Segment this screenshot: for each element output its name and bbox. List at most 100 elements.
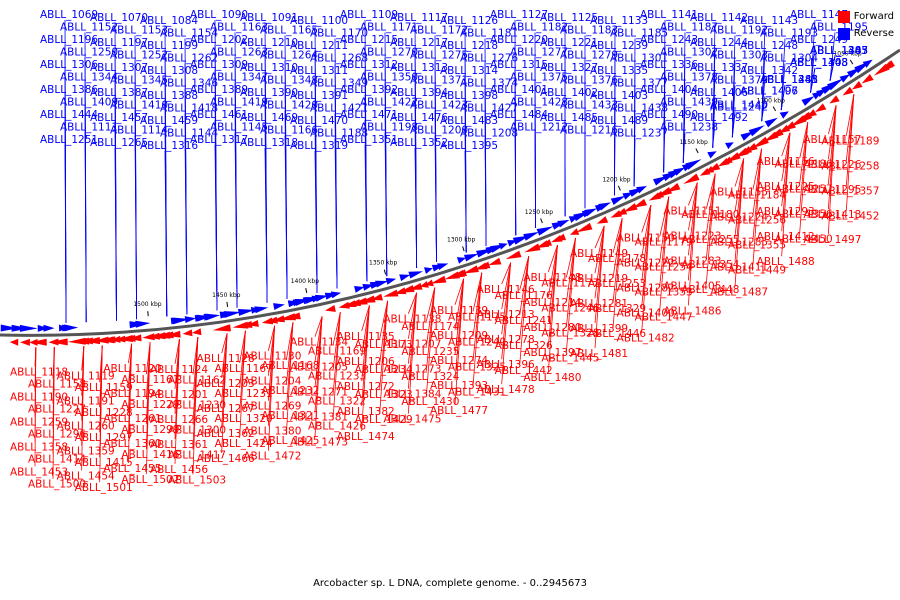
- forward-gene-arrow: [541, 239, 553, 246]
- label-leader-line: [284, 135, 288, 299]
- reverse-gene-label: ABLL_1457: [90, 112, 148, 124]
- kbp-tick-marks: 1050 kbp 1100 kbp 1150 kbp 1200 kbp 1250 kbp…: [133, 51, 862, 317]
- label-leader-line: [425, 287, 436, 347]
- reverse-gene-label: ABLL_1185: [610, 28, 668, 40]
- label-leader-line: [682, 132, 686, 163]
- forward-gene-arrow: [110, 335, 121, 343]
- forward-gene-label: ABLL_1446: [588, 328, 646, 340]
- forward-gene-arrow: [397, 285, 415, 293]
- reverse-gene-label: ABLL_1376: [560, 75, 618, 87]
- forward-gene-arrow: [383, 289, 399, 297]
- forward-gene-arrow: [30, 338, 47, 346]
- forward-gene-arrow: [704, 166, 715, 174]
- forward-gene-label: ABLL_1324: [401, 371, 459, 383]
- reverse-gene-label: ABLL_1490: [640, 109, 698, 121]
- forward-gene-label: ABLL_1322: [308, 395, 366, 407]
- kbp-tick-label: 1300 kbp: [447, 237, 475, 244]
- forward-gene-label: ABLL_1477: [430, 405, 488, 417]
- forward-gene-label: ABLL_1119: [57, 370, 115, 382]
- forward-gene-label: ABLL_1381: [290, 412, 348, 424]
- reverse-gene-label: ABLL_1238: [660, 122, 718, 134]
- reverse-gene-label: ABLL_1444: [40, 109, 98, 121]
- reverse-gene-arrow: [779, 111, 789, 119]
- label-leader-line: [594, 225, 605, 249]
- reverse-gene-label: ABLL_1142: [690, 12, 748, 24]
- forward-gene-label: ABLL_1397: [523, 347, 581, 359]
- forward-gene-label: ABLL_1156: [757, 156, 815, 168]
- label-leader-line: [781, 132, 791, 257]
- reverse-gene-label: ABLL_1264: [260, 50, 318, 62]
- reverse-gene-label: ABLL_1410: [110, 100, 168, 112]
- label-leader-line: [734, 158, 745, 212]
- kbp-tick-label: 1150 kbp: [680, 139, 708, 146]
- reverse-gene-label: ABLL_1407: [740, 85, 798, 97]
- reverse-gene-label: ABLL_1438: [610, 103, 668, 115]
- label-leader-line: [731, 112, 736, 138]
- reverse-gene-arrow: [0, 324, 19, 332]
- forward-gene-label: ABLL_1241: [495, 315, 553, 327]
- reverse-gene-label: ABLL_1153: [110, 25, 168, 37]
- forward-gene-arrow: [632, 198, 648, 208]
- reverse-gene-arrow: [707, 151, 717, 159]
- forward-gene-label: ABLL_1128: [197, 353, 255, 365]
- forward-gene-arrow: [463, 265, 479, 274]
- reverse-gene-label: ABLL_1375: [510, 72, 568, 84]
- legend-item-reverse: Reverse: [837, 25, 894, 42]
- reverse-gene-label: ABLL_1351: [340, 134, 398, 146]
- forward-gene-label: ABLL_1240: [448, 336, 506, 348]
- kbp-tick-label: 1250 kbp: [525, 209, 553, 216]
- forward-gene-label: ABLL_1328: [541, 327, 599, 339]
- forward-gene-label: ABLL_1201: [150, 389, 208, 401]
- forward-gene-label: ABLL_1224: [710, 212, 768, 224]
- forward-gene-label: ABLL_1261: [103, 413, 161, 425]
- forward-gene-label: ABLL_1173: [355, 339, 413, 351]
- forward-gene-label: ABLL_1184: [728, 189, 786, 201]
- reverse-gene-label: ABLL_1349: [310, 78, 368, 90]
- label-leader-line: [519, 256, 530, 366]
- label-leader-line: [285, 322, 294, 361]
- forward-gene-label: ABLL_1274: [430, 355, 488, 367]
- forward-gene-label: ABLL_1430: [401, 396, 459, 408]
- forward-gene-label: ABLL_1280: [523, 322, 581, 334]
- reverse-gene-label: ABLL_1133: [590, 15, 648, 27]
- forward-gene-label: ABLL_1472: [243, 451, 301, 463]
- forward-gene-arrow: [861, 74, 874, 84]
- forward-gene-label: ABLL_1285: [710, 237, 768, 249]
- kbp-tick-label: 1100 kbp: [757, 97, 785, 104]
- reverse-gene-arrow: [43, 324, 55, 332]
- reverse-gene-label: ABLL_1111: [60, 122, 118, 134]
- reverse-gene-label: ABLL_1441: [760, 74, 818, 86]
- forward-gene-arrow: [266, 316, 278, 324]
- forward-gene-label: ABLL_1157: [803, 134, 861, 146]
- forward-gene-label: ABLL_1254: [635, 262, 693, 274]
- reverse-gene-label: ABLL_1211: [290, 40, 348, 52]
- reverse-gene-arrow: [536, 226, 554, 236]
- reverse-gene-label: ABLL_1070: [90, 12, 148, 24]
- forward-gene-arrow: [536, 240, 550, 249]
- forward-gene-label: ABLL_1502: [121, 474, 179, 486]
- label-leader-line: [810, 44, 816, 93]
- forward-gene-label: ABLL_1267: [197, 403, 255, 415]
- label-leader-line: [641, 204, 652, 233]
- reverse-gene-label: ABLL_1343: [790, 57, 848, 69]
- label-leader-line: [114, 147, 117, 321]
- label-leader-line: [612, 218, 623, 328]
- reverse-gene-label: ABLL_1163: [210, 22, 268, 34]
- label-leader-line: [687, 182, 698, 306]
- forward-gene-arrow: [74, 337, 90, 345]
- reverse-gene-arrow: [314, 294, 329, 302]
- reverse-gene-label: ABLL_1243: [640, 34, 698, 46]
- forward-gene-label: ABLL_1414: [28, 454, 86, 466]
- label-leader-line: [501, 262, 511, 285]
- forward-gene-label: ABLL_1293: [757, 206, 815, 218]
- reverse-gene-label: ABLL_1100: [290, 15, 348, 27]
- reverse-gene-label: ABLL_1109: [340, 9, 398, 21]
- forward-gene-label: ABLL_1299: [121, 424, 179, 436]
- reverse-gene-arrow: [399, 274, 411, 282]
- label-leader-line: [127, 343, 133, 464]
- reverse-gene-label: ABLL_1390: [240, 87, 298, 99]
- label-leader-line: [184, 138, 188, 315]
- label-leader-line: [781, 132, 791, 182]
- label-leader-line: [752, 148, 762, 190]
- reverse-gene-label: ABLL_1419: [210, 97, 268, 109]
